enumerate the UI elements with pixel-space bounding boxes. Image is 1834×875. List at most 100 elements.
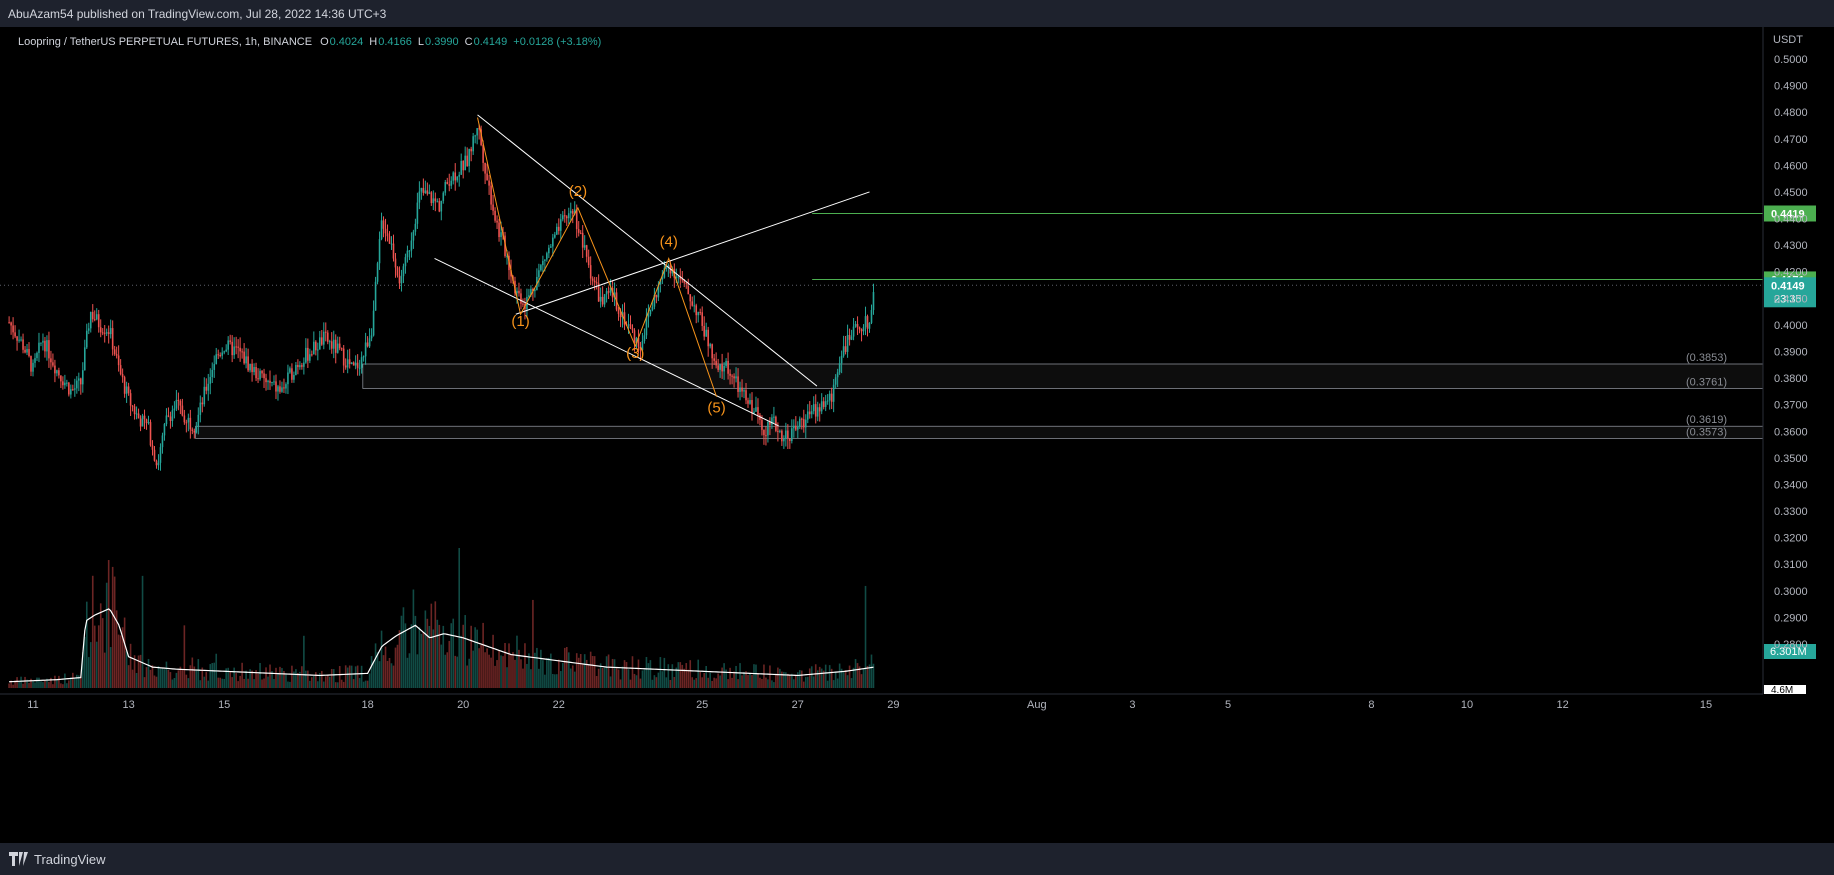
candle-body — [577, 229, 580, 233]
candle-body — [287, 372, 289, 385]
price-tick-label: 0.2800 — [1774, 639, 1808, 651]
candle-body — [595, 282, 598, 284]
volume-bar — [131, 669, 134, 688]
candle-body — [289, 368, 291, 373]
candle-body — [653, 294, 656, 307]
volume-bar — [16, 677, 18, 688]
lower-channel-line[interactable] — [434, 257, 779, 427]
volume-bar — [38, 677, 40, 688]
volume-bar — [848, 665, 851, 688]
candle-body — [199, 402, 202, 415]
candle-body — [85, 330, 88, 348]
volume-bar — [205, 672, 208, 688]
volume-bar — [538, 668, 540, 688]
candle-body — [791, 428, 793, 441]
price-tick-label: 0.4800 — [1774, 107, 1808, 119]
candle-body — [161, 435, 164, 448]
candle-body — [466, 155, 468, 167]
volume-bar — [185, 674, 188, 688]
candle-body — [667, 265, 670, 268]
candle-body — [113, 349, 116, 355]
volume-bar — [68, 680, 70, 688]
price-axis[interactable]: 0.5000 0.4900 0.4800 0.4700 0.4600 0.4500 0.44… — [1762, 27, 1808, 694]
candle-body — [520, 293, 522, 304]
volume-bar — [330, 668, 333, 688]
volume-bar — [101, 618, 104, 688]
volume-bar — [723, 663, 725, 688]
lower-zone — [195, 425, 1764, 439]
candle-body — [563, 215, 566, 217]
candle-body — [68, 382, 70, 395]
candle-body — [334, 339, 337, 353]
candle-body — [709, 344, 711, 347]
volume-bar — [669, 679, 672, 688]
candle-body — [332, 339, 335, 349]
candle-body — [663, 268, 666, 278]
candle-body — [123, 377, 126, 394]
volume-bar — [583, 654, 586, 688]
volume-bar — [89, 642, 92, 688]
volume-bar — [153, 675, 156, 688]
time-axis[interactable]: 11 13 15 18 20 22 25 27 29 Aug 3 5 8 10 12 15 — [0, 693, 1763, 711]
candle-body — [591, 278, 594, 281]
volume-bar — [816, 670, 819, 688]
candle-body — [769, 421, 771, 425]
volume-bar — [52, 684, 54, 688]
volume-bar — [279, 666, 281, 688]
breakout-ray-line[interactable] — [515, 191, 870, 315]
volume-bar — [289, 681, 291, 688]
candle-body — [428, 192, 431, 194]
volume-bar — [81, 652, 84, 688]
candle-body — [89, 311, 92, 329]
volume-bar — [303, 635, 305, 688]
ohlc-high-label: H — [369, 36, 377, 48]
candle-body — [542, 260, 544, 266]
volume-bar — [311, 677, 313, 688]
volume-bar — [261, 679, 263, 688]
volume-bar — [380, 630, 383, 688]
candle-body — [755, 407, 757, 412]
candle-body — [179, 400, 182, 406]
volume-bar — [161, 668, 164, 688]
volume-bar — [703, 673, 705, 688]
price-chart[interactable]: (0.3853)(0.3761)(0.3619)(0.3573) 0.44190… — [0, 27, 1834, 843]
volume-bar — [364, 680, 367, 688]
volume-bar — [601, 667, 604, 688]
candle-body — [657, 285, 660, 298]
candle-body — [824, 401, 827, 407]
volume-bar — [673, 676, 676, 688]
candle-body — [253, 367, 255, 373]
wave-path[interactable] — [477, 117, 718, 397]
volume-bar — [761, 678, 763, 688]
volume-bar — [757, 673, 759, 688]
upper-channel-line[interactable] — [477, 114, 818, 387]
candle-body — [528, 295, 530, 297]
volume-bar — [611, 658, 614, 688]
candle-body — [798, 418, 801, 427]
volume-bar — [806, 676, 809, 688]
candle-body — [56, 370, 58, 374]
elliott-wave[interactable]: (1) (2) (3) (4) (5) — [477, 117, 726, 417]
candle-body — [687, 283, 690, 295]
volume-bar — [352, 679, 355, 688]
candle-body — [390, 243, 393, 245]
volume-bar — [183, 625, 186, 688]
volume-bar — [50, 677, 52, 688]
volume-bar — [681, 664, 684, 688]
candle-body — [143, 415, 146, 420]
candle-body — [850, 336, 853, 340]
volume-bar — [759, 677, 761, 688]
candle-body — [175, 399, 178, 409]
candle-body — [498, 222, 500, 238]
candle-body — [215, 354, 218, 365]
candle-body — [711, 344, 713, 359]
candle-body — [661, 277, 664, 280]
candle-body — [141, 415, 144, 427]
volume-bar — [741, 675, 743, 688]
candle-body — [731, 375, 733, 377]
candle-body — [804, 419, 807, 428]
volume-bar — [317, 681, 319, 688]
candle-body — [189, 417, 192, 430]
volume-bar — [277, 672, 279, 688]
